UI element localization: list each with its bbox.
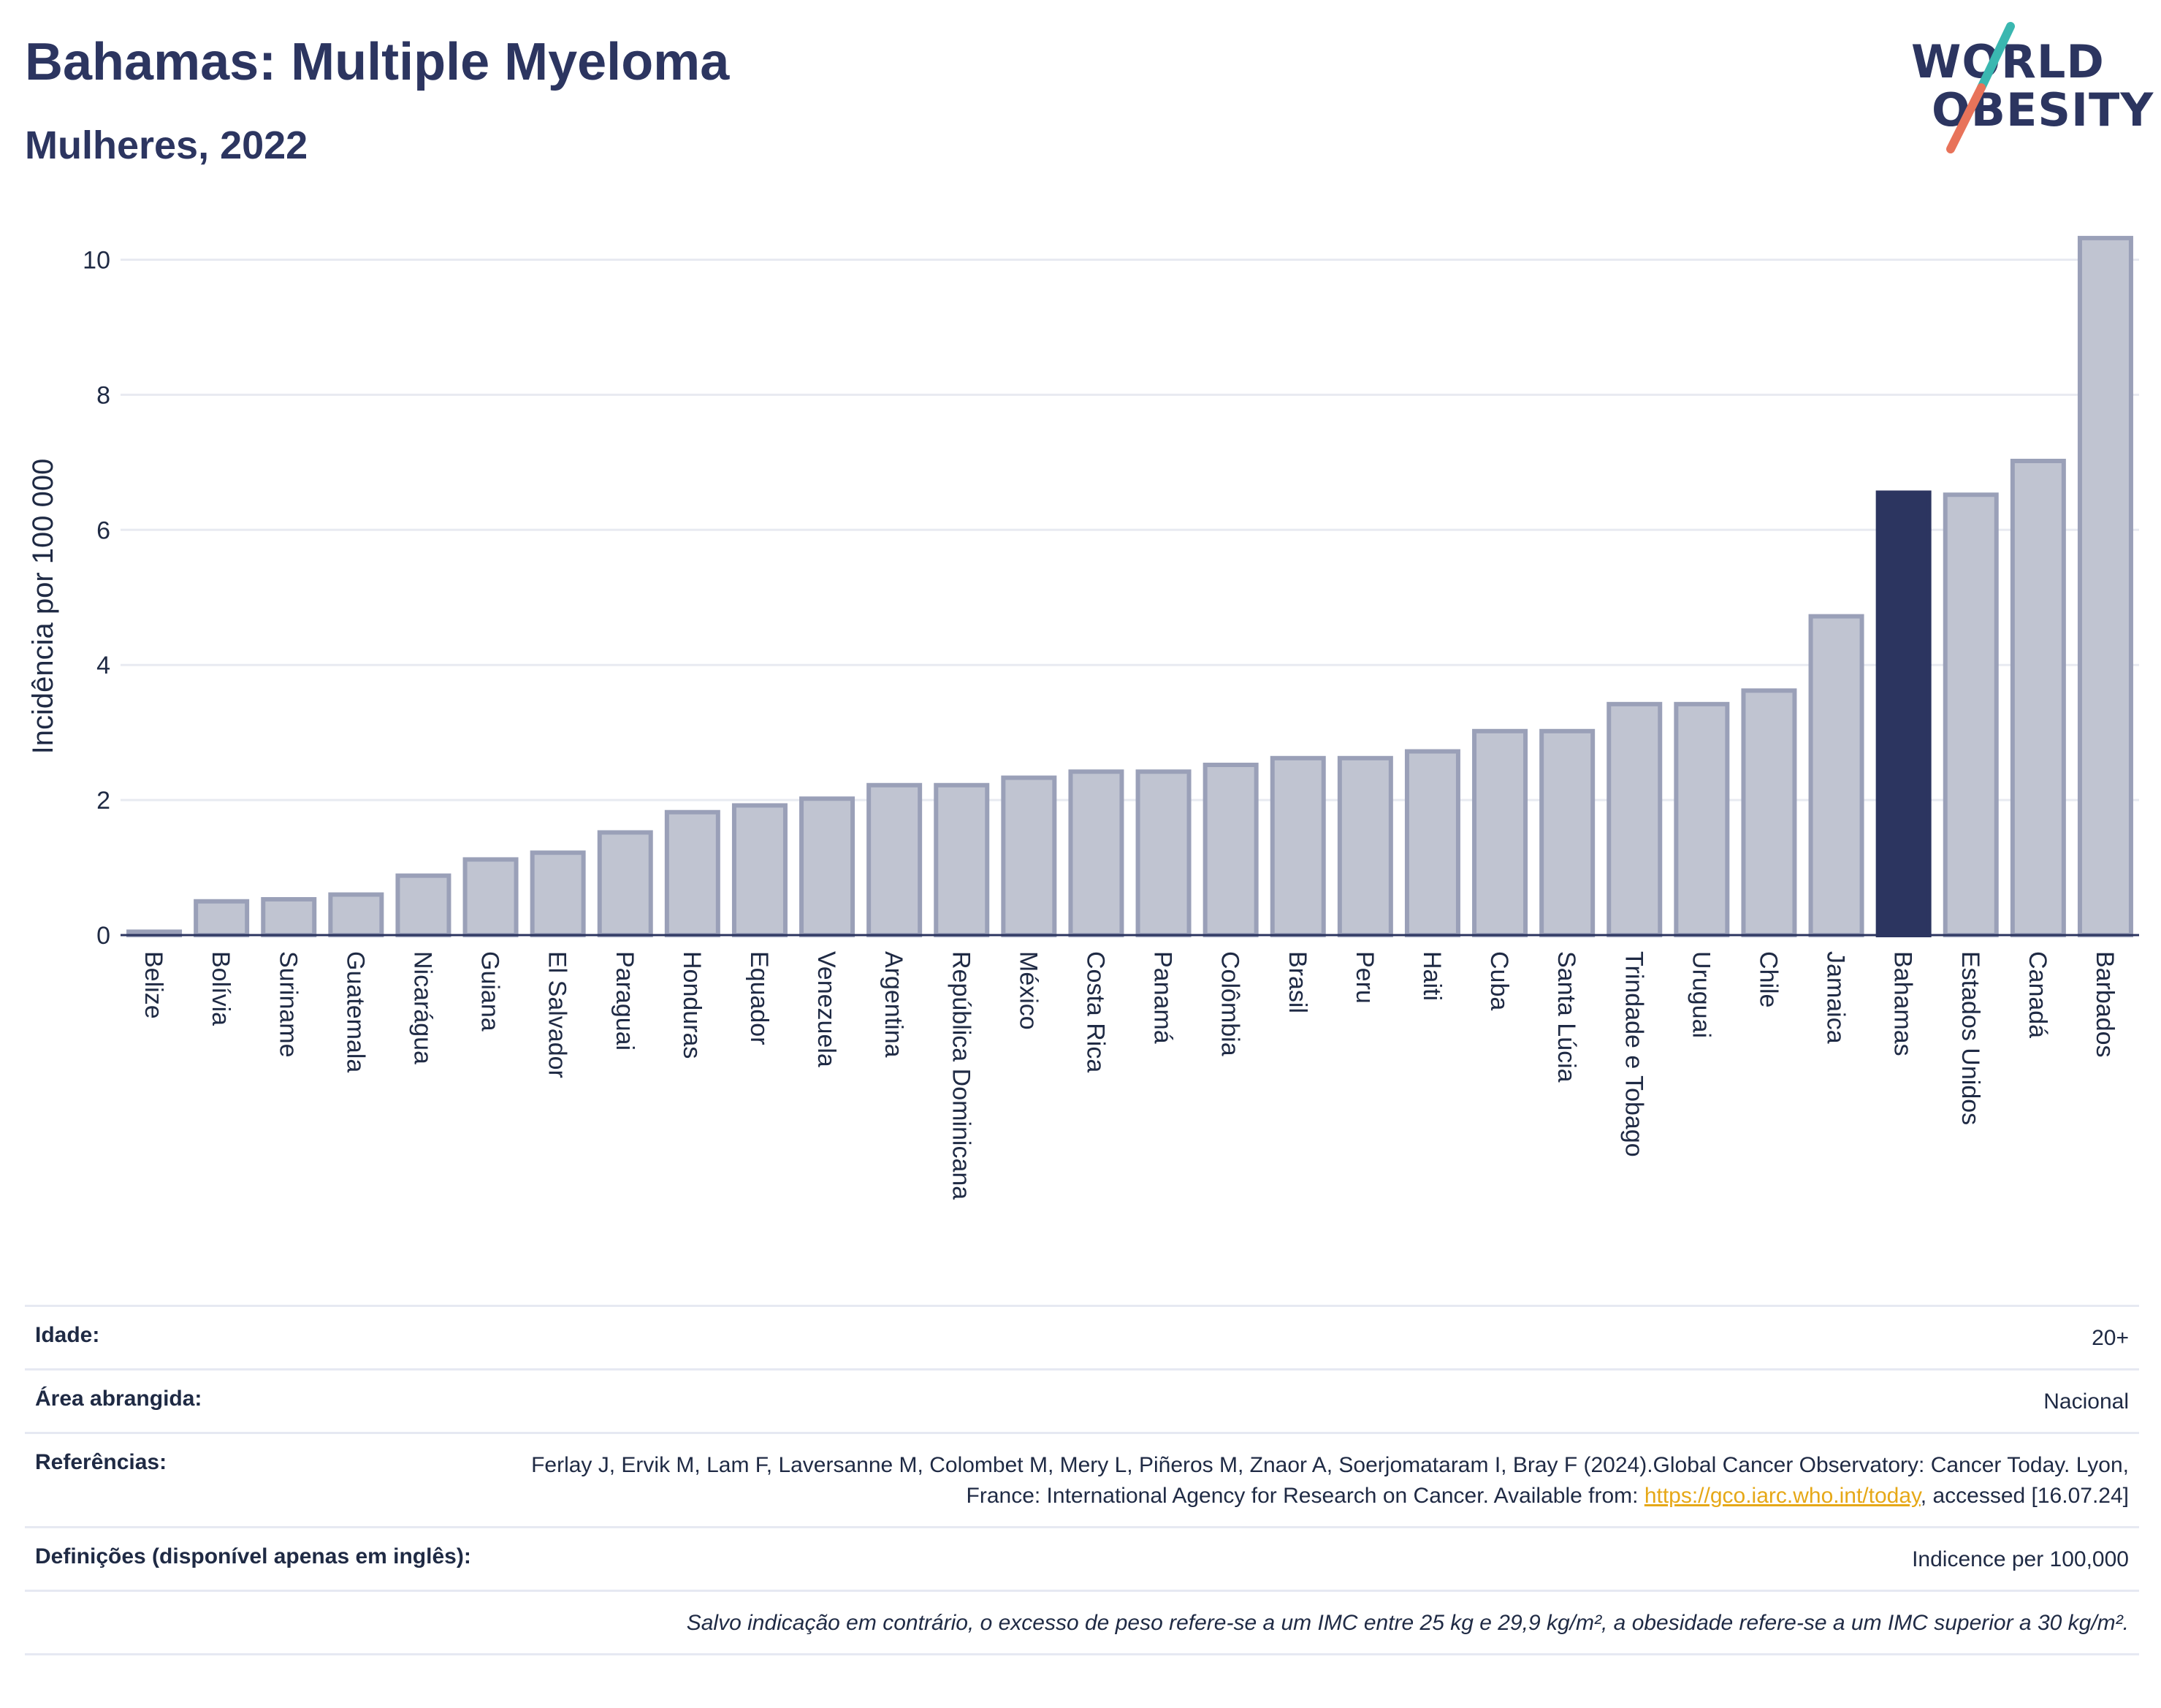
bar-canadá: [2010, 458, 2066, 937]
x-tick-label: Cuba: [1485, 951, 1513, 1010]
x-tick-label: Honduras: [678, 951, 706, 1059]
meta-row-note: Salvo indicação em contrário, o excesso …: [25, 1590, 2139, 1655]
page-subtitle: Mulheres, 2022: [25, 123, 308, 167]
world-obesity-logo: WORLD OBESITY: [1899, 20, 2153, 159]
definitions-label: Definições (disponível apenas em inglês)…: [35, 1544, 471, 1568]
x-tick-label: Paraguai: [611, 951, 639, 1051]
x-tick-label: Costa Rica: [1081, 951, 1109, 1072]
x-tick-label: Estados Unidos: [1956, 951, 1984, 1125]
x-tick-label: Haiti: [1418, 951, 1446, 1001]
x-tick-label: Suriname: [274, 951, 302, 1058]
meta-row-definitions: Definições (disponível apenas em inglês)…: [25, 1526, 2139, 1590]
bar-honduras: [664, 809, 720, 937]
bar-trindade-e-tobago: [1607, 701, 1663, 938]
y-tick-label: 2: [96, 787, 110, 815]
x-tick-label: Venezuela: [812, 951, 840, 1067]
bar-venezuela: [799, 796, 855, 938]
bar-nicarágua: [395, 873, 451, 937]
x-tick-label: Belize: [140, 951, 167, 1019]
bar-brasil: [1270, 755, 1326, 937]
bar-guiana: [462, 857, 519, 937]
bar-costa-rica: [1068, 769, 1124, 938]
x-tick-label: Brasil: [1284, 951, 1311, 1013]
bar-cuba: [1472, 728, 1528, 938]
page-title: Bahamas: Multiple Myeloma: [25, 33, 730, 91]
meta-row-references: Referências: Ferlay J, Ervik M, Lam F, L…: [25, 1432, 2139, 1526]
bar-argentina: [866, 782, 923, 937]
x-tick-label: Bahamas: [1889, 951, 1917, 1056]
bar-haiti: [1404, 749, 1460, 938]
bar-bolívia: [194, 899, 250, 937]
y-tick-label: 8: [96, 381, 110, 409]
bar-suriname: [261, 897, 317, 937]
y-tick-label: 4: [96, 652, 110, 679]
age-value: 20+: [2092, 1326, 2129, 1350]
bar-santa-lúcia: [1539, 728, 1596, 938]
x-tick-label: Santa Lúcia: [1552, 951, 1580, 1083]
area-value: Nacional: [2043, 1389, 2129, 1414]
bar-peru: [1337, 755, 1393, 937]
x-tick-label: República Dominicana: [947, 951, 975, 1200]
area-label: Área abrangida:: [35, 1387, 202, 1411]
bar-colômbia: [1203, 763, 1259, 937]
x-tick-label: México: [1014, 951, 1042, 1030]
bar-paraguai: [597, 830, 653, 937]
x-tick-label: Jamaica: [1822, 951, 1850, 1044]
bar-panamá: [1135, 769, 1192, 938]
x-axis-labels: Belize Bolívia Suriname Guatemala Nicarágua G…: [140, 951, 2119, 1200]
logo-slash-icon: [1946, 22, 2015, 153]
x-tick-label: El Salvador: [544, 951, 571, 1078]
references-label: Referências:: [35, 1450, 167, 1474]
meta-row-area: Área abrangida: Nacional: [25, 1368, 2139, 1432]
logo-line-1: WORLD: [1911, 35, 2105, 88]
y-tick-label: 10: [83, 246, 110, 274]
y-tick-label: 0: [96, 922, 110, 950]
bar-méxico: [1001, 775, 1057, 937]
references-text-2: , accessed [16.07.24]: [1920, 1484, 2129, 1508]
chart-grid: [121, 258, 2139, 801]
references-value: Ferlay J, Ervik M, Lam F, Laversanne M, …: [522, 1450, 2129, 1511]
bar-guatemala: [328, 892, 384, 938]
x-tick-label: Bolívia: [207, 951, 235, 1026]
bar-bahamas: [1875, 490, 1932, 937]
bar-equador: [731, 803, 788, 937]
bar-jamaica: [1808, 614, 1864, 937]
age-label: Idade:: [35, 1323, 100, 1347]
meta-row-age: Idade: 20+: [25, 1305, 2139, 1368]
y-tick-label: 6: [96, 516, 110, 544]
bar-chile: [1741, 688, 1797, 937]
x-tick-label: Canadá: [2024, 951, 2051, 1038]
metadata-table: Idade: 20+ Área abrangida: Nacional Refe…: [25, 1305, 2139, 1655]
bmi-note: Salvo indicação em contrário, o excesso …: [686, 1611, 2129, 1635]
x-tick-label: Guiana: [476, 951, 504, 1032]
bar-el-salvador: [530, 850, 586, 937]
x-tick-label: Guatemala: [341, 951, 369, 1072]
x-tick-label: Chile: [1754, 951, 1782, 1007]
references-link[interactable]: https://gco.iarc.who.int/today: [1644, 1484, 1921, 1508]
x-tick-label: Nicarágua: [408, 951, 436, 1064]
bar-barbados: [2077, 235, 2133, 938]
references-text-1: Ferlay J, Ervik M, Lam F, Laversanne M, …: [531, 1453, 2129, 1508]
x-tick-label: Argentina: [880, 951, 907, 1058]
x-tick-label: Trindade e Tobago: [1620, 951, 1647, 1157]
x-tick-label: Equador: [745, 951, 773, 1045]
bar-chart: 0 2 4 6 8 10 Belize Bolívia Suriname Guatemala Ni…: [27, 235, 2139, 1200]
x-tick-label: Uruguai: [1687, 951, 1715, 1038]
x-tick-label: Peru: [1351, 951, 1379, 1004]
bar-estados-unidos: [1943, 492, 1999, 938]
y-axis-ticks: 0 2 4 6 8 10: [83, 246, 110, 950]
bar-uruguai: [1674, 701, 1730, 938]
y-axis-title: Incidência por 100 000: [27, 459, 59, 755]
chart-bars: [126, 235, 2133, 938]
bar-república-dominicana: [934, 782, 990, 937]
x-tick-label: Barbados: [2091, 951, 2119, 1058]
x-tick-label: Panamá: [1149, 951, 1177, 1044]
x-tick-label: Colômbia: [1216, 951, 1244, 1056]
definitions-value: Indicence per 100,000: [1912, 1547, 2129, 1571]
